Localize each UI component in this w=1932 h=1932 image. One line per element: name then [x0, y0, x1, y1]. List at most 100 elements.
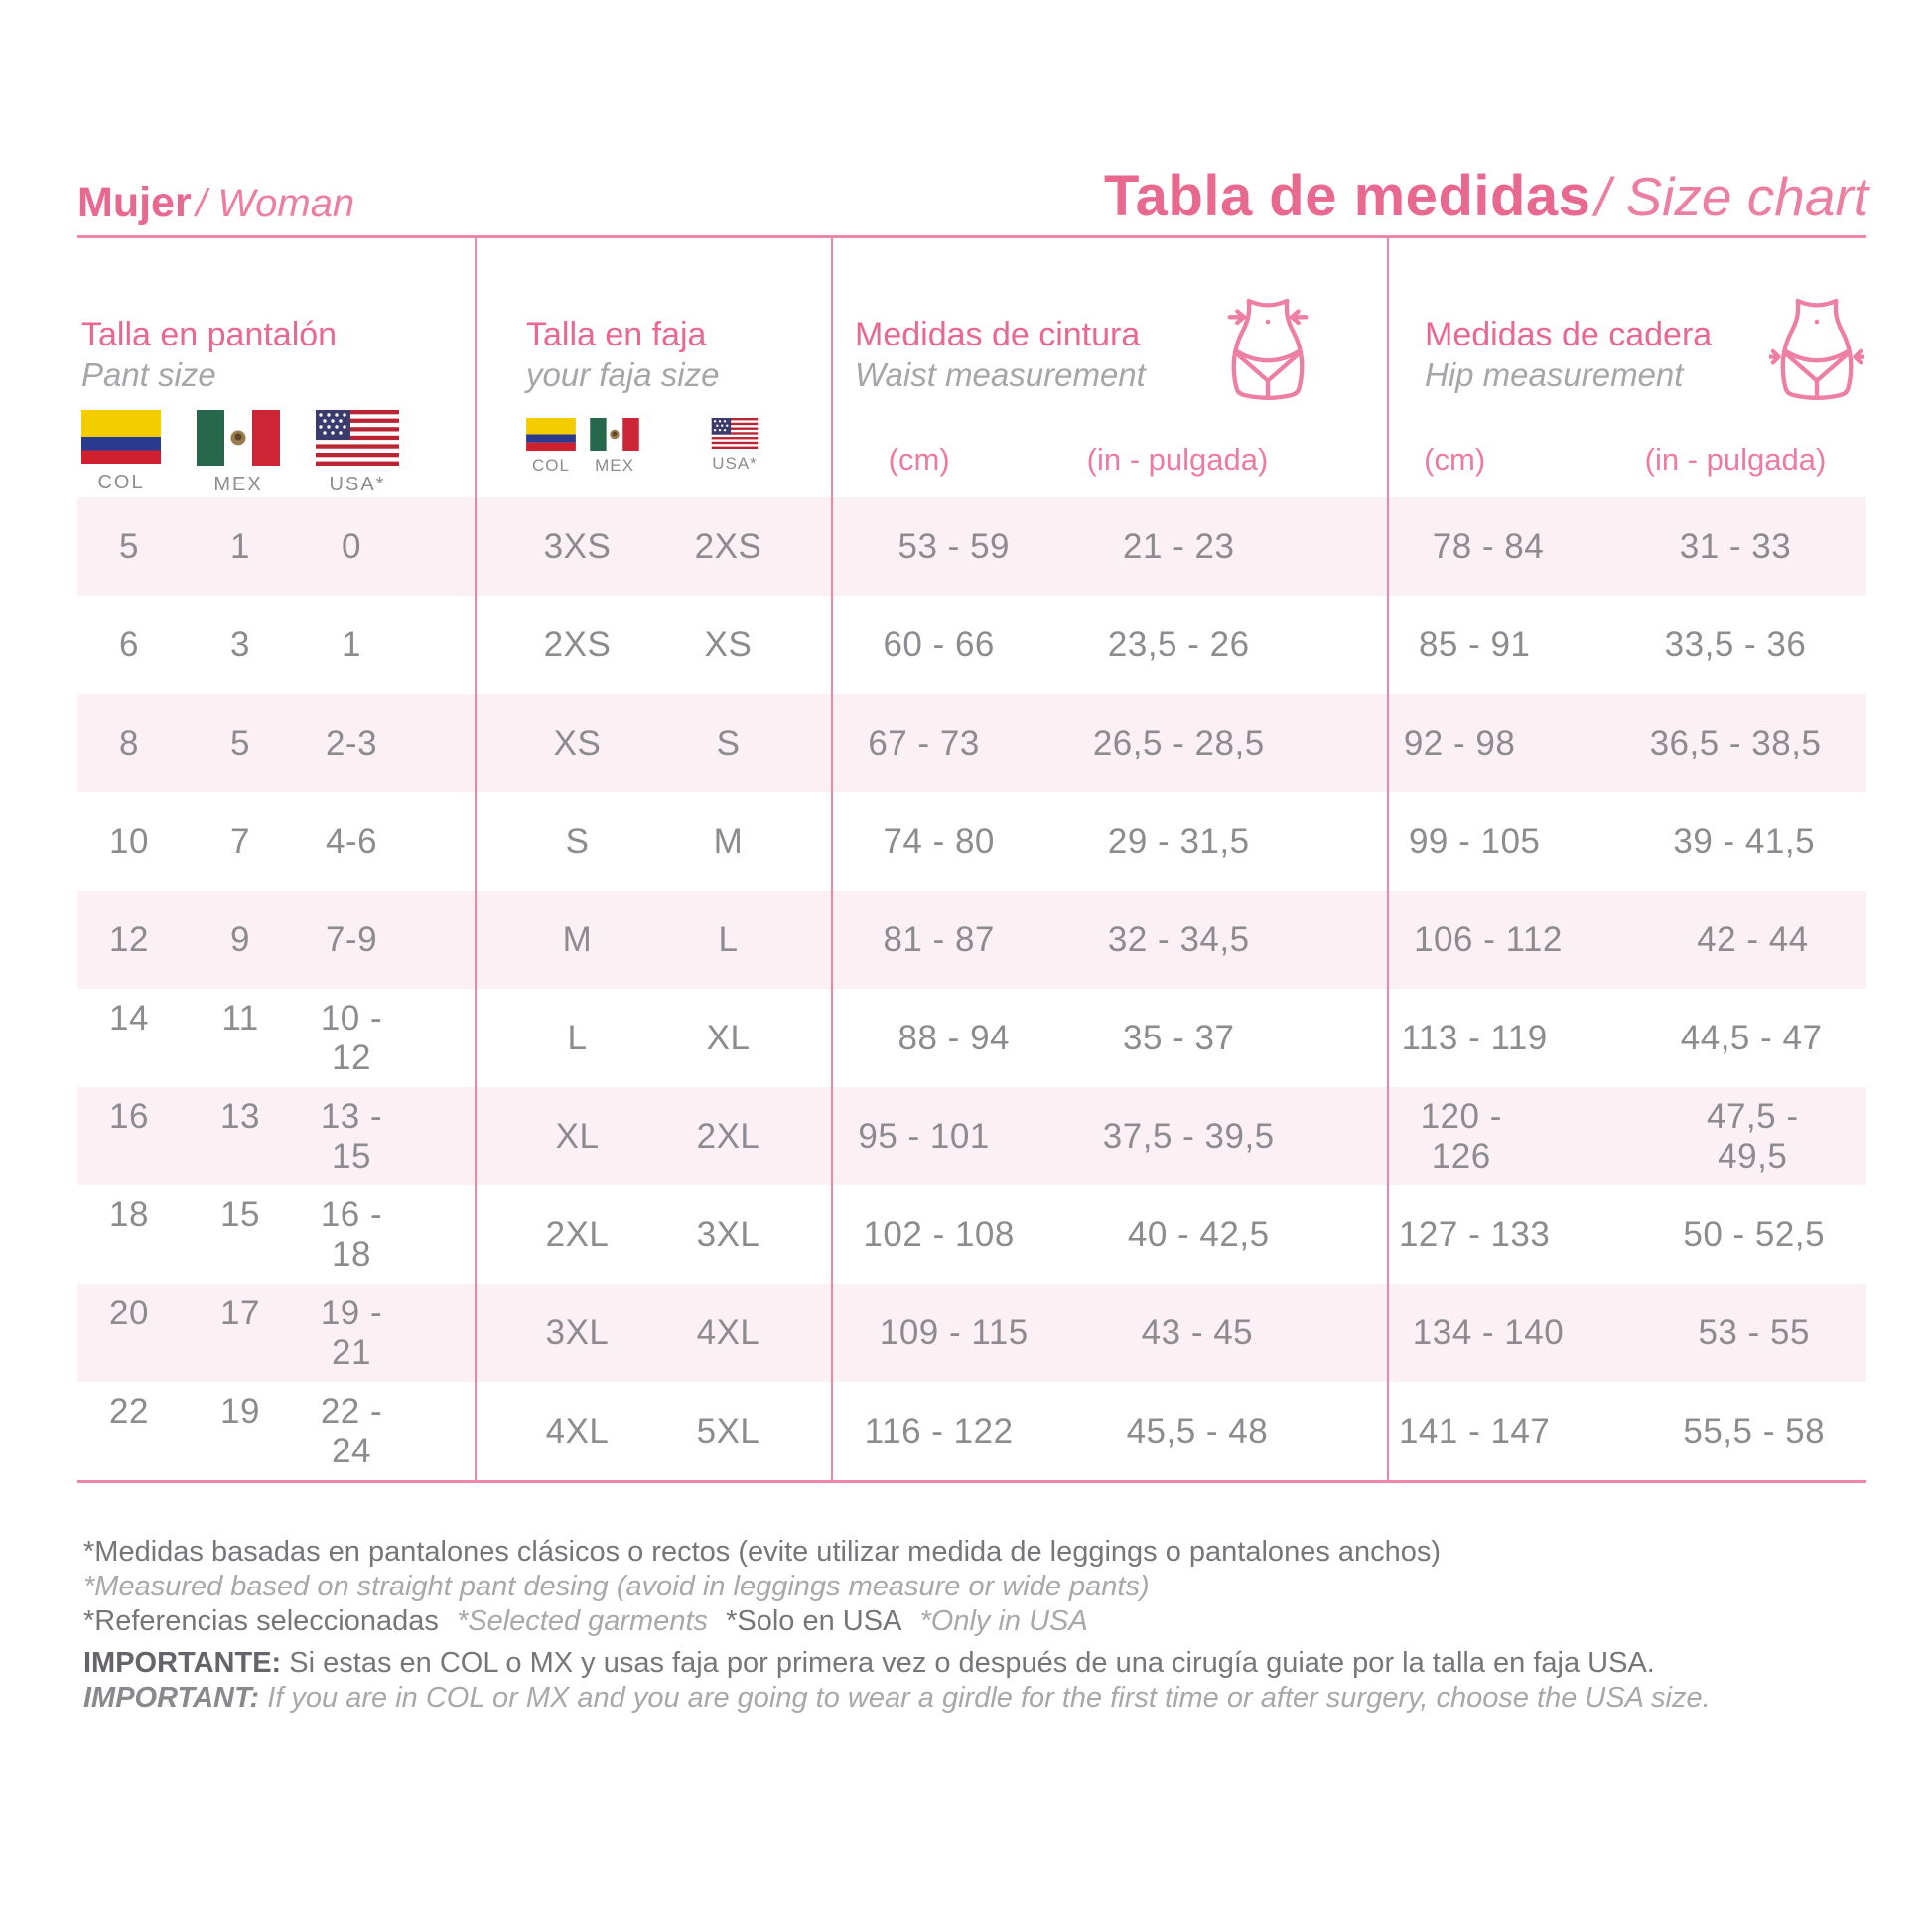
flag-label-mex: MEX	[213, 474, 263, 496]
faja-colmex-value: 3XL	[545, 1312, 610, 1352]
faja-size-cell: 3XS 2XS	[475, 527, 831, 567]
pant-col-value: 10	[109, 821, 149, 861]
pant-usa-value: 19 - 21	[320, 1293, 383, 1372]
flag-label-col: COL	[97, 472, 145, 494]
footnotes: *Medidas basadas en pantalones clásicos …	[83, 1535, 1880, 1716]
pant-size-cell: 12 9 7-9	[77, 920, 475, 960]
hip-cell: 141 - 147 55,5 - 58	[1387, 1412, 1866, 1451]
colombia-flag-unit-small: COL	[526, 418, 576, 476]
faja-colmex-value: 2XS	[543, 624, 612, 664]
waist-unit-in: (in - pulgada)	[1086, 442, 1269, 477]
hip-in-value: 36,5 - 38,5	[1649, 723, 1822, 762]
hip-cm-value: 78 - 84	[1432, 526, 1545, 566]
pant-col-value: 18	[109, 1194, 149, 1234]
mexico-flag-unit: MEX	[197, 410, 280, 496]
faja-size-cell: XL 2XL	[475, 1117, 831, 1157]
column-divider	[831, 238, 833, 1480]
table-row: 5 1 0 3XS 2XS 53 - 59 21 - 23 78 - 84 31…	[77, 497, 1866, 596]
table-row: 14 11 10 - 12 L XL 88 - 94 35 - 37 113 -…	[77, 989, 1866, 1087]
pant-size-title-es: Talla en pantalón	[81, 316, 338, 353]
hip-cm-value: 120 - 126	[1420, 1096, 1502, 1175]
note-measure-es: *Medidas basadas en pantalones clásicos …	[83, 1536, 1442, 1568]
waist-cell: 81 - 87 32 - 34,5	[831, 920, 1387, 960]
waist-in-value: 40 - 42,5	[1127, 1214, 1270, 1254]
pant-usa-value: 10 - 12	[320, 998, 383, 1077]
faja-size-header: Talla en faja your faja size COL	[475, 238, 831, 497]
hip-cm-value: 127 - 133	[1398, 1214, 1551, 1254]
pant-size-cell: 8 5 2-3	[77, 724, 475, 763]
hip-cell: 92 - 98 36,5 - 38,5	[1387, 724, 1866, 763]
waist-in-value: 35 - 37	[1123, 1018, 1235, 1057]
waist-header: Medidas de cintura Waist measurement (cm…	[831, 238, 1387, 497]
waist-icon	[1227, 298, 1309, 401]
faja-usa-value: 2XS	[694, 526, 762, 566]
flag-label-usa: USA*	[329, 474, 386, 496]
important-label-en: IMPORTANT:	[83, 1682, 260, 1714]
hip-cell: 134 - 140 53 - 55	[1387, 1313, 1866, 1353]
hip-title-en: Hip measurement	[1425, 356, 1684, 394]
pant-size-header: Talla en pantalón Pant size COL	[77, 238, 475, 497]
pant-col-value: 6	[119, 624, 139, 664]
pant-usa-value: 22 - 24	[320, 1391, 383, 1470]
faja-size-cell: 4XL 5XL	[475, 1412, 831, 1451]
mexico-flag-icon	[590, 418, 639, 452]
hip-cell: 78 - 84 31 - 33	[1387, 527, 1866, 567]
pant-size-cell: 18 15 16 - 18	[77, 1195, 475, 1275]
hip-in-value: 53 - 55	[1698, 1312, 1810, 1352]
pant-usa-value: 4-6	[325, 821, 378, 861]
pant-size-cell: 16 13 13 - 15	[77, 1097, 475, 1176]
waist-cm-value: 116 - 122	[864, 1411, 1014, 1450]
important-label-es: IMPORTANTE:	[83, 1647, 282, 1679]
flag-label-usa: USA*	[712, 454, 758, 474]
waist-cell: 116 - 122 45,5 - 48	[831, 1412, 1387, 1451]
faja-usa-value: 4XL	[696, 1312, 760, 1352]
faja-usa-value: XS	[704, 624, 753, 664]
hip-in-value: 47,5 - 49,5	[1706, 1096, 1799, 1175]
page-title-es: Tabla de medidas	[1104, 164, 1591, 228]
hip-cm-value: 134 - 140	[1412, 1312, 1565, 1352]
pant-usa-value: 1	[342, 624, 361, 664]
pant-size-cell: 5 1 0	[77, 527, 475, 567]
hip-cm-value: 99 - 105	[1408, 821, 1541, 861]
faja-usa-value: 5XL	[696, 1411, 760, 1450]
pant-size-cell: 22 19 22 - 24	[77, 1392, 475, 1471]
waist-in-value: 29 - 31,5	[1107, 821, 1250, 861]
usa-flag-unit: USA*	[316, 410, 399, 496]
faja-usa-value: M	[713, 821, 744, 861]
table-row: 22 19 22 - 24 4XL 5XL 116 - 122 45,5 - 4…	[77, 1382, 1866, 1480]
pant-mex-value: 19	[220, 1391, 260, 1431]
table-rows: 5 1 0 3XS 2XS 53 - 59 21 - 23 78 - 84 31…	[77, 497, 1866, 1480]
faja-colmex-value: 4XL	[545, 1411, 610, 1450]
faja-usa-value: S	[716, 723, 741, 762]
table-row: 10 7 4-6 S M 74 - 80 29 - 31,5 99 - 105 …	[77, 792, 1866, 891]
hip-in-value: 42 - 44	[1697, 919, 1809, 959]
faja-colmex-value: XL	[555, 1116, 600, 1156]
faja-flags-row: COL MEX	[526, 418, 831, 476]
pant-flags-row: COL MEX	[81, 410, 475, 496]
pant-col-value: 16	[109, 1096, 149, 1136]
waist-in-value: 23,5 - 26	[1107, 624, 1250, 664]
table-row: 6 3 1 2XS XS 60 - 66 23,5 - 26 85 - 91 3…	[77, 596, 1866, 694]
hip-cell: 113 - 119 44,5 - 47	[1387, 1019, 1866, 1058]
pant-size-cell: 14 11 10 - 12	[77, 999, 475, 1078]
important-note-es: IMPORTANTE: Si estas en COL o MX y usas …	[83, 1646, 1880, 1681]
waist-in-value: 21 - 23	[1123, 526, 1235, 566]
column-divider	[1387, 238, 1389, 1480]
waist-unit-cm: (cm)	[888, 442, 950, 477]
waist-units-row: (cm) (in - pulgada)	[831, 442, 1387, 478]
waist-cell: 95 - 101 37,5 - 39,5	[831, 1117, 1387, 1157]
pant-mex-value: 9	[230, 919, 250, 959]
waist-cell: 67 - 73 26,5 - 28,5	[831, 724, 1387, 763]
pant-mex-value: 3	[230, 624, 250, 664]
table-row: 18 15 16 - 18 2XL 3XL 102 - 108 40 - 42,…	[77, 1185, 1866, 1284]
hip-unit-cm: (cm)	[1424, 442, 1486, 477]
table-row: 20 17 19 - 21 3XL 4XL 109 - 115 43 - 45 …	[77, 1284, 1866, 1382]
note-usa-only-en: *Only in USA	[919, 1605, 1088, 1637]
pant-size-cell: 6 3 1	[77, 625, 475, 665]
pant-col-value: 5	[119, 526, 139, 566]
waist-cell: 74 - 80 29 - 31,5	[831, 822, 1387, 862]
faja-colmex-value: 3XS	[543, 526, 612, 566]
note-references-es: *Referencias seleccionadas	[83, 1605, 439, 1637]
faja-size-title-en: your faja size	[526, 356, 720, 394]
important-text-en: If you are in COL or MX and you are goin…	[259, 1682, 1711, 1714]
